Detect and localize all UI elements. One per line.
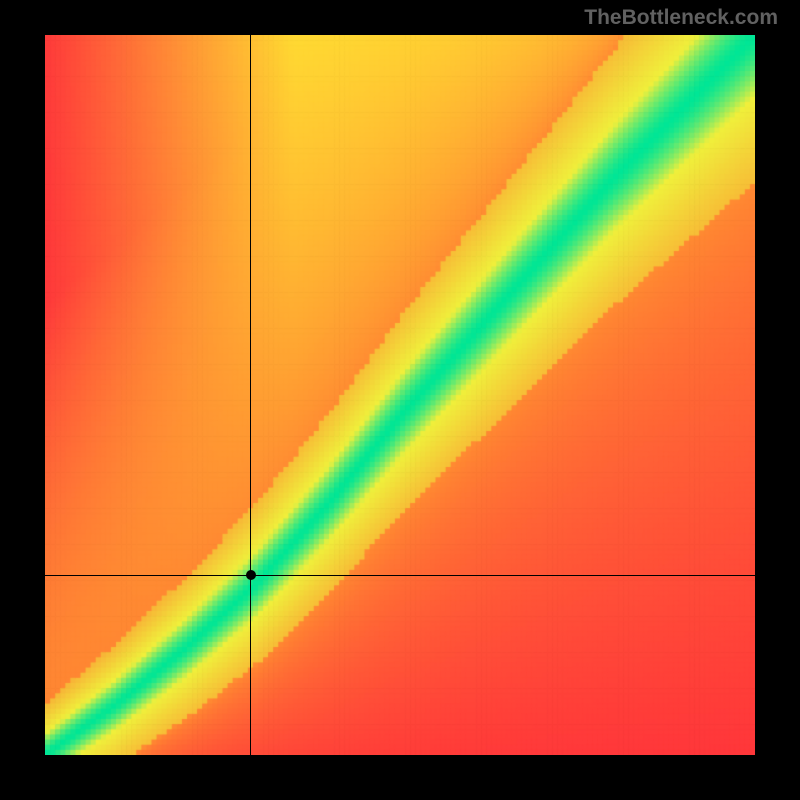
selection-marker-dot [246,570,256,580]
watermark-text: TheBottleneck.com [584,6,778,30]
chart-container: TheBottleneck.com [0,0,800,800]
crosshair-vertical [250,35,251,755]
crosshair-horizontal [45,575,755,576]
bottleneck-heatmap [45,35,755,755]
